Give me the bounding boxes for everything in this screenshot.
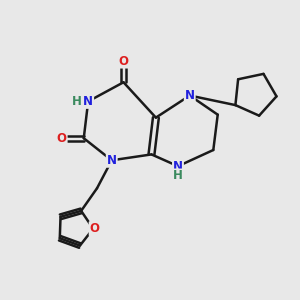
Text: H: H	[72, 95, 82, 108]
Text: O: O	[90, 222, 100, 235]
Text: N: N	[185, 89, 195, 102]
Text: N: N	[83, 95, 93, 108]
Text: H: H	[173, 169, 183, 182]
Text: O: O	[118, 55, 128, 68]
Text: O: O	[57, 132, 67, 145]
Text: N: N	[173, 160, 183, 173]
Text: N: N	[107, 154, 117, 167]
